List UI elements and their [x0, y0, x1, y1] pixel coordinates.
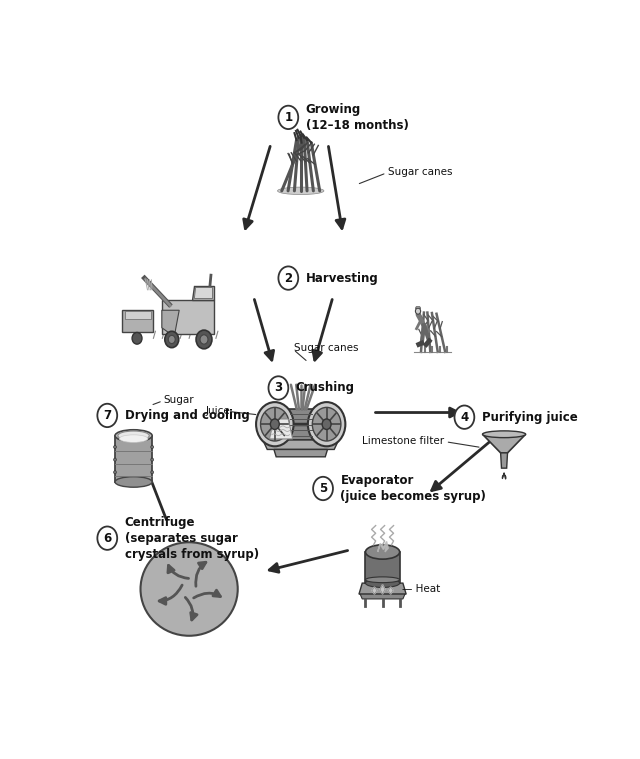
Polygon shape [388, 587, 393, 594]
Circle shape [256, 402, 294, 446]
Text: 5: 5 [319, 482, 327, 495]
Circle shape [132, 332, 142, 344]
Circle shape [415, 308, 420, 314]
Polygon shape [483, 434, 525, 453]
Polygon shape [122, 310, 154, 332]
Circle shape [313, 477, 333, 500]
Circle shape [269, 376, 288, 400]
Circle shape [165, 331, 179, 348]
Text: Drying and cooling: Drying and cooling [125, 409, 250, 422]
Circle shape [97, 404, 117, 427]
Circle shape [308, 402, 346, 446]
Text: Growing
(12–18 months): Growing (12–18 months) [306, 103, 408, 132]
Text: 2: 2 [284, 272, 292, 285]
Polygon shape [263, 440, 339, 449]
Text: Limestone filter: Limestone filter [362, 436, 445, 446]
Text: 1: 1 [284, 111, 292, 124]
Circle shape [200, 335, 208, 344]
Circle shape [114, 446, 116, 449]
Polygon shape [365, 552, 399, 583]
Text: 4: 4 [460, 411, 468, 424]
Polygon shape [415, 307, 420, 308]
Text: Juice: Juice [205, 406, 230, 416]
Circle shape [270, 419, 279, 430]
Circle shape [312, 408, 341, 441]
Polygon shape [194, 287, 212, 298]
Ellipse shape [365, 577, 399, 583]
Circle shape [196, 330, 212, 349]
Circle shape [322, 419, 331, 430]
Circle shape [114, 471, 116, 474]
Text: 3: 3 [275, 382, 282, 395]
Polygon shape [288, 409, 313, 440]
Polygon shape [500, 453, 508, 468]
Polygon shape [269, 419, 292, 439]
Polygon shape [372, 587, 377, 594]
Text: 7: 7 [103, 409, 111, 422]
Circle shape [260, 408, 289, 441]
Polygon shape [162, 310, 179, 336]
Polygon shape [162, 300, 214, 334]
Text: Evaporator
(juice becomes syrup): Evaporator (juice becomes syrup) [340, 474, 486, 503]
Polygon shape [502, 474, 506, 479]
Ellipse shape [118, 431, 149, 440]
Ellipse shape [141, 542, 237, 636]
Polygon shape [125, 311, 151, 319]
Ellipse shape [483, 431, 525, 438]
Polygon shape [191, 285, 214, 300]
Text: Sugar canes: Sugar canes [294, 343, 359, 353]
Text: Harvesting: Harvesting [306, 272, 378, 285]
Ellipse shape [278, 187, 324, 194]
Text: Centrifuge
(separates sugar
crystals from syrup): Centrifuge (separates sugar crystals fro… [125, 515, 259, 561]
Text: — Heat: — Heat [403, 584, 441, 594]
Polygon shape [274, 449, 328, 457]
Polygon shape [360, 594, 405, 599]
Text: Crushing: Crushing [296, 382, 355, 395]
Circle shape [97, 527, 117, 550]
Text: Purifying juice: Purifying juice [482, 411, 577, 424]
Text: Sugar: Sugar [163, 395, 194, 405]
Circle shape [151, 471, 154, 474]
Circle shape [168, 335, 175, 344]
Ellipse shape [115, 430, 152, 442]
Ellipse shape [365, 579, 399, 587]
Circle shape [454, 405, 474, 429]
Text: 6: 6 [103, 531, 111, 545]
Ellipse shape [115, 477, 152, 487]
Circle shape [278, 266, 298, 290]
Text: Sugar canes: Sugar canes [388, 167, 452, 177]
Circle shape [278, 106, 298, 129]
Polygon shape [115, 436, 152, 482]
Polygon shape [359, 583, 406, 594]
Circle shape [114, 458, 116, 461]
Ellipse shape [119, 435, 148, 442]
Polygon shape [380, 584, 385, 594]
Circle shape [151, 458, 154, 461]
Ellipse shape [365, 545, 399, 559]
Polygon shape [378, 541, 388, 552]
Circle shape [151, 446, 154, 449]
